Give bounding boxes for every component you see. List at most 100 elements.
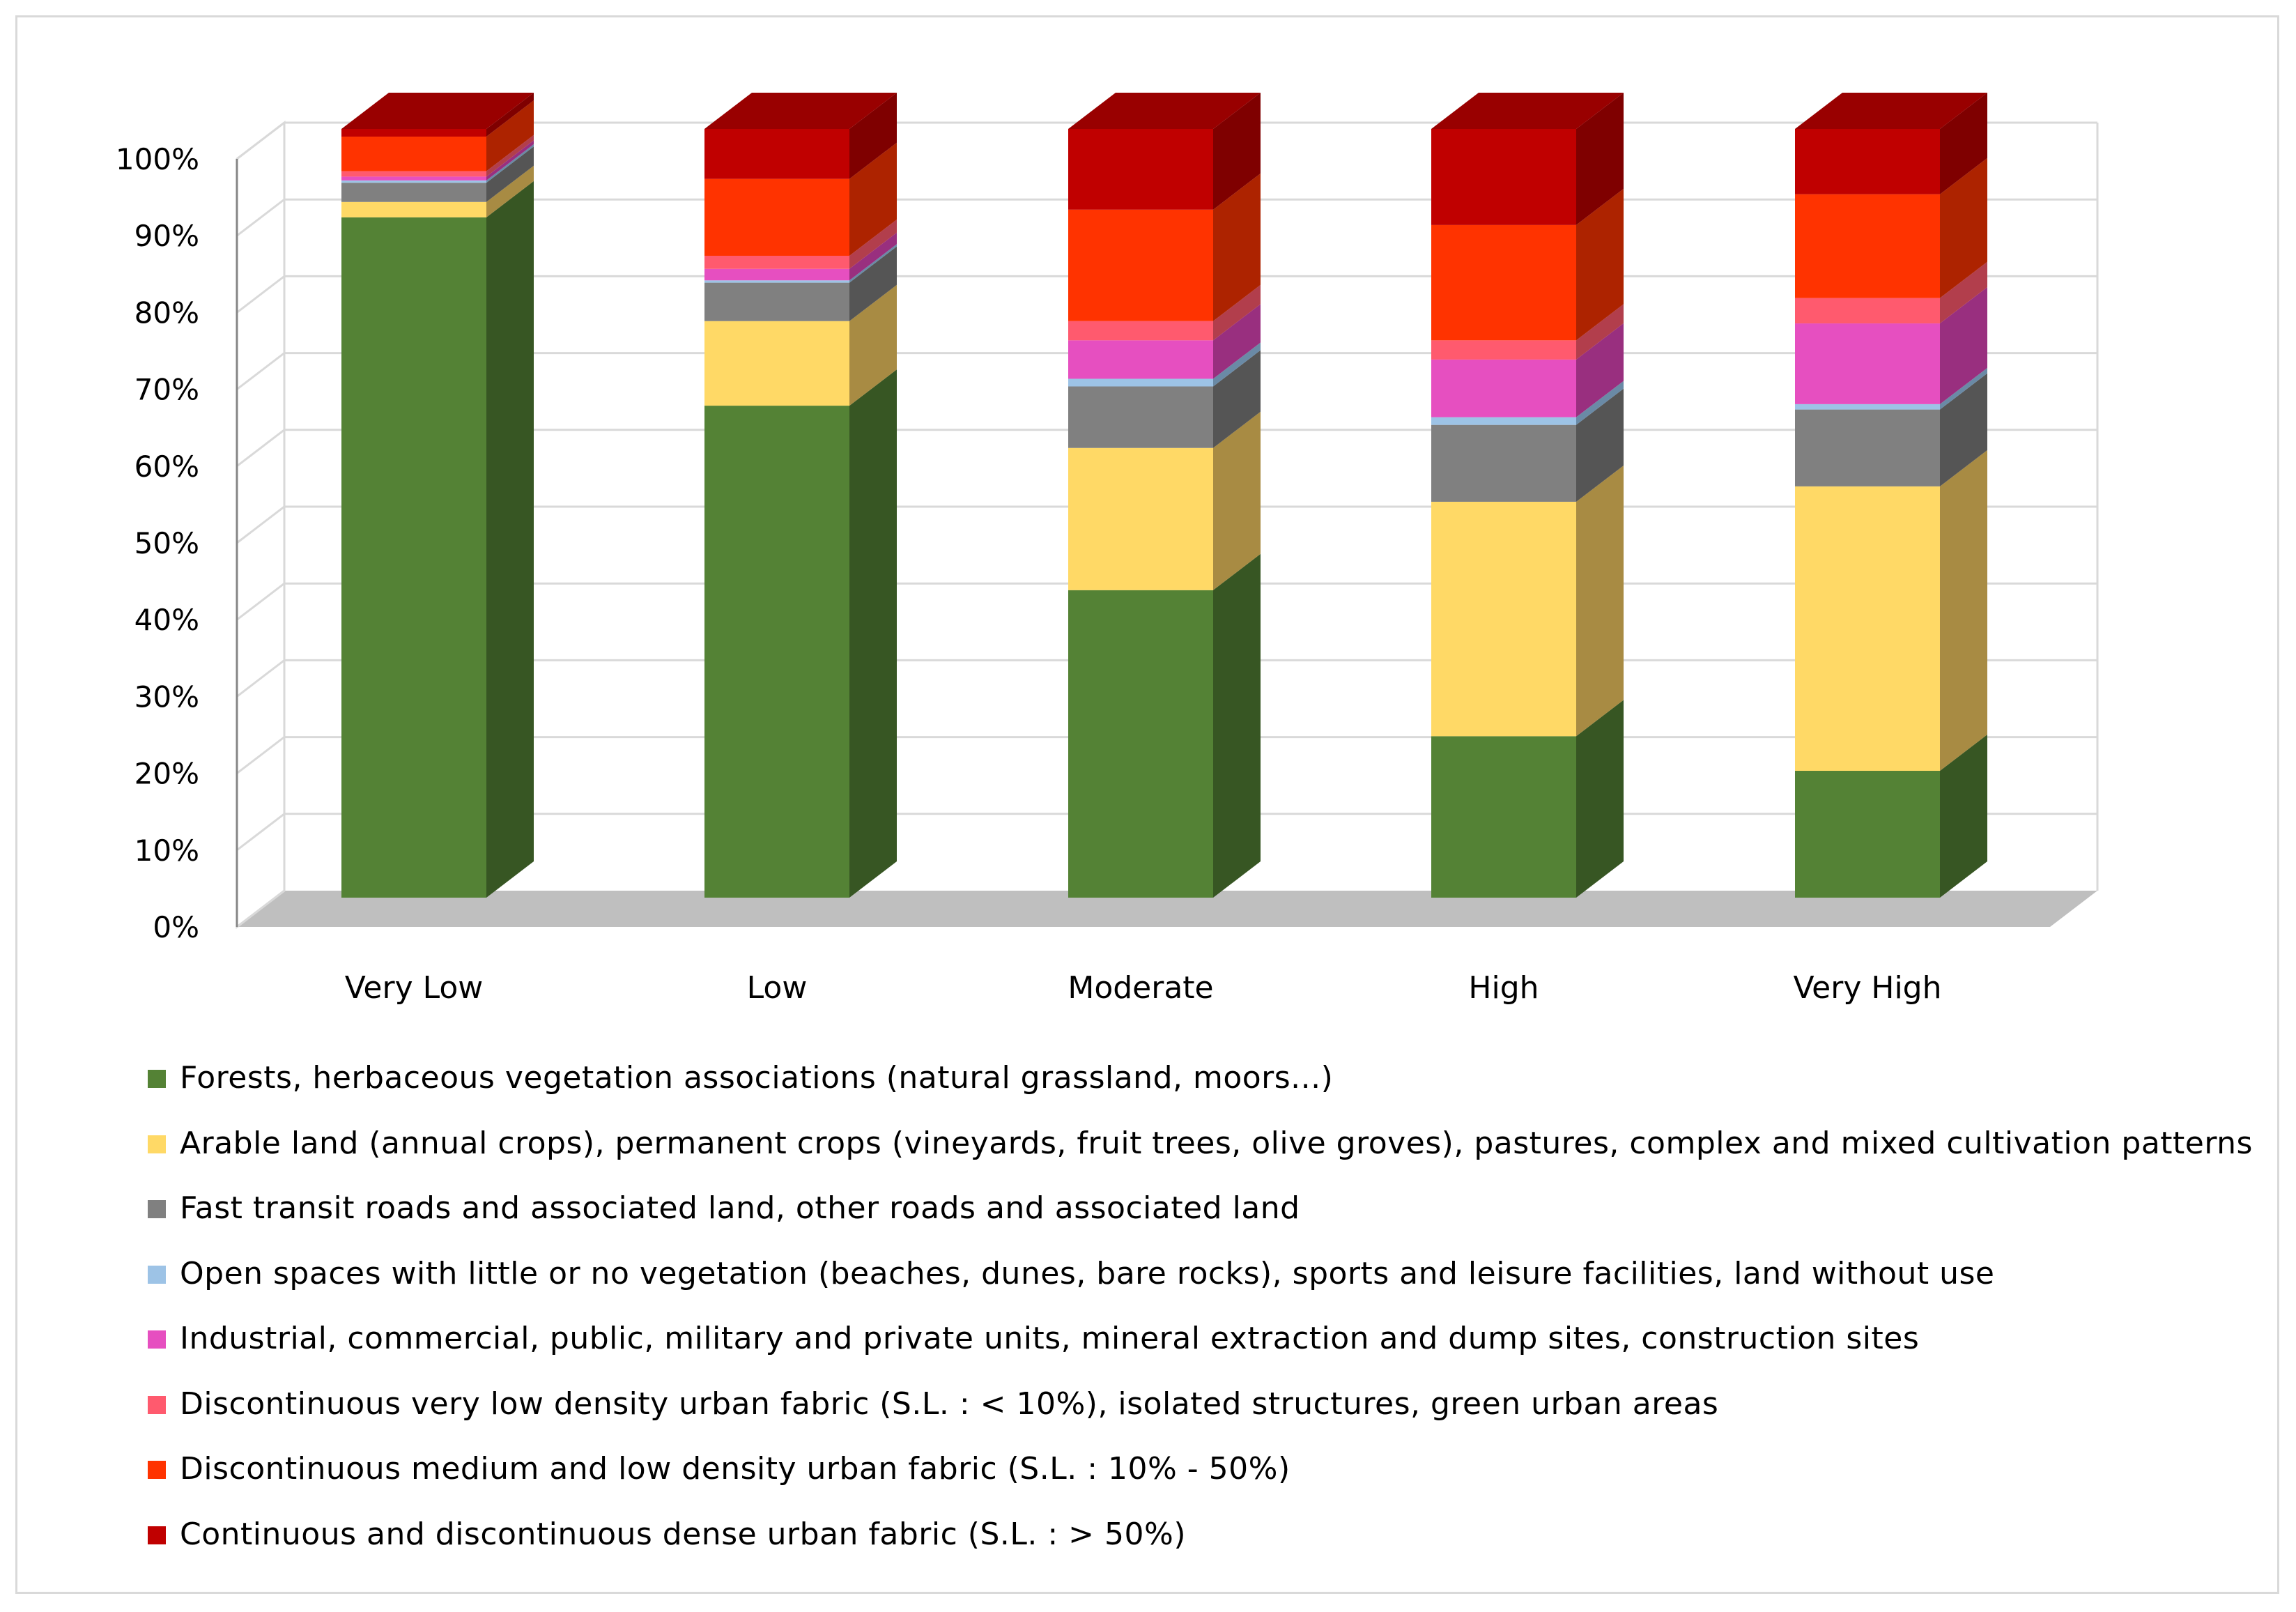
legend-swatch [148,1070,166,1088]
bar-segment-side [486,93,534,137]
legend-swatch [148,1395,166,1414]
bar-segment-side [486,100,534,171]
y-tick-label: 40% [134,603,199,637]
bar-segment-side [849,219,897,269]
x-category-label: Very High [1794,970,1942,1006]
legend-label: Forests, herbaceous vegetation associati… [180,1060,1334,1096]
y-tick-label: 80% [134,295,199,330]
bar-segment-side [849,369,897,898]
bar-segment [1795,404,1940,410]
x-category-label: Very Low [345,970,484,1006]
bar-segment [1795,409,1940,486]
chart-frame [15,15,2279,1594]
gridline-side [236,736,285,774]
bar-segment-side [1576,381,1624,425]
chart-floor [237,891,2097,927]
bar-segment [704,321,849,406]
legend-label: Industrial, commercial, public, military… [180,1321,1920,1356]
bar-segment [1068,321,1213,341]
bar-top [1068,93,1261,129]
legend-label: Arable land (annual crops), permanent cr… [180,1125,2253,1161]
gridline-side [236,659,285,698]
bar-segment-side [849,93,897,179]
gridline-side [236,275,285,314]
legend-swatch [148,1330,166,1349]
bar-segment [1431,417,1576,425]
bar-segment-side [1940,261,1987,324]
bar-segment [1431,501,1576,737]
legend-swatch [148,1200,166,1218]
bar-segment [1795,298,1940,324]
y-tick-label: 30% [134,680,199,714]
bar-segment-side [849,232,897,281]
bar-segment-side [1576,304,1624,360]
bar-segment-side [486,144,534,183]
bar-segment [704,255,849,269]
bar-segment-side [1940,367,1987,410]
legend-swatch [148,1461,166,1479]
gridline-side [236,889,285,928]
y-tick-label: 70% [134,373,199,407]
legend-label: Fast transit roads and associated land, … [180,1190,1300,1226]
bar-segment [341,171,486,177]
bar-segment-side [1213,350,1261,448]
bar-segment-side [849,142,897,256]
bar-segment-side [1213,173,1261,321]
bar-segment [704,406,849,898]
bar-segment [1795,486,1940,772]
bar-segment [704,280,849,283]
bar-segment [1068,129,1213,210]
legend-swatch [148,1526,166,1544]
y-tick-label: 10% [134,834,199,868]
bar-segment [704,268,849,281]
bar-segment-side [486,146,534,202]
bar-segment [704,129,849,179]
bar-segment-side [1576,700,1624,898]
bar-segment [1068,378,1213,387]
bar-top [341,93,534,129]
bar-segment-side [1940,450,1987,772]
y-tick-label: 20% [134,757,199,791]
bar-segment-side [486,140,534,181]
gridline-side [236,352,285,390]
bar-segment-side [1576,323,1624,417]
bar-segment-side [1940,287,1987,404]
bar-segment [1795,129,1940,194]
bar-segment [704,282,849,321]
y-tick-label: 50% [134,526,199,560]
y-tick-label: 60% [134,450,199,484]
legend-swatch [148,1265,166,1284]
bar-segment [1431,359,1576,417]
x-category-label: Low [747,970,808,1006]
bar-segment [341,129,486,137]
x-category-label: High [1468,970,1539,1006]
bar-segment [341,217,486,898]
bar-segment-side [486,165,534,217]
legend-label: Open spaces with little or no vegetation… [180,1255,1995,1291]
bar-top [704,93,897,129]
legend-label: Discontinuous very low density urban fab… [180,1385,1719,1422]
bar-segment [341,183,486,202]
bar-segment-side [1213,284,1261,341]
bar-segment-side [1213,553,1261,898]
bar-segment-side [1576,188,1624,341]
gridline-side [236,429,285,467]
bar-segment [341,201,486,217]
bar-segment [341,180,486,183]
bar-segment [341,137,486,171]
bar-segment-side [1940,158,1987,298]
bar-segment-side [849,246,897,321]
gridline-side [236,813,285,851]
bar-segment [1431,224,1576,341]
legend-swatch [148,1135,166,1153]
bar-segment-side [1940,373,1987,486]
y-tick-label: 100% [116,142,199,176]
y-tick-label: 90% [134,219,199,253]
bar-segment [341,176,486,181]
bar-segment [1068,447,1213,590]
bar-segment [1795,771,1940,898]
bar-segment-side [1213,93,1261,210]
bar-segment [1068,386,1213,448]
bar-segment-side [1576,388,1624,502]
